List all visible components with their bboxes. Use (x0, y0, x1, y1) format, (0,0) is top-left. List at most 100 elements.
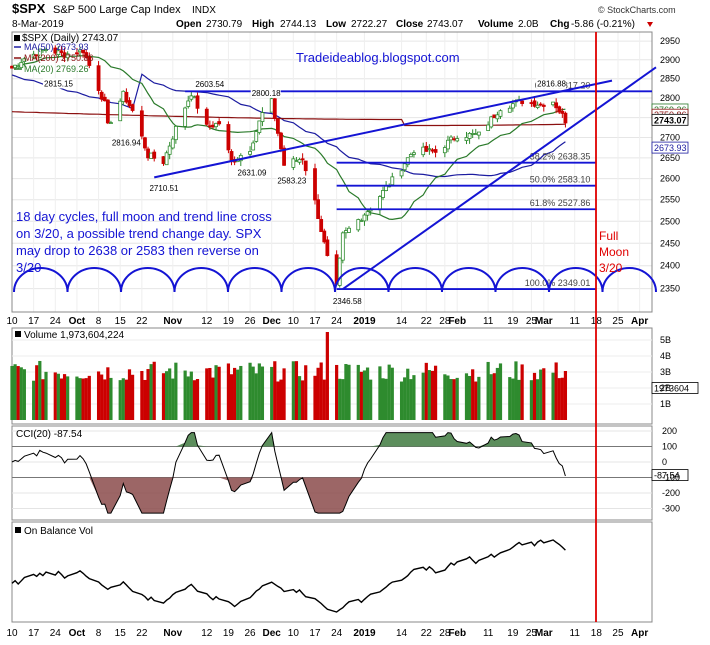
volume-bar (356, 364, 360, 420)
volume-bar (192, 380, 197, 420)
candle-body (554, 102, 559, 109)
open-value: 2730.79 (206, 19, 243, 30)
volume-bar (347, 364, 351, 420)
volume-bar (96, 371, 101, 420)
candle-body (152, 151, 157, 159)
price-label-bg (110, 137, 141, 148)
date-tick: Feb (448, 316, 466, 327)
price-tick: 2800 (660, 93, 680, 103)
volume-bar (56, 373, 60, 420)
volume-bar (322, 379, 326, 420)
volume-bar (149, 364, 153, 420)
obv-panel (11, 521, 653, 623)
volume-bars: 1973604 (10, 332, 699, 420)
candle-body (207, 125, 212, 128)
price-grid (11, 32, 652, 312)
volume-bar (369, 379, 373, 420)
candle-body (22, 58, 27, 62)
cycle-arc (494, 267, 550, 293)
axis-tag-text: 2743.07 (654, 115, 687, 125)
full-moon-note: Full Moon 3/20 (599, 229, 629, 275)
volume-bar (542, 368, 546, 420)
price-tick: 2450 (660, 238, 680, 248)
date-tick: 25 (612, 316, 624, 327)
volume-bar (474, 381, 478, 420)
legend-swatch-main (14, 35, 20, 41)
date-tick: Feb (448, 628, 466, 639)
price-label-bg (236, 167, 267, 178)
date-tick: 15 (115, 628, 127, 639)
cci-oversold-area (12, 477, 566, 514)
volume-bar (384, 378, 388, 420)
candle-body (118, 100, 123, 122)
chg-value: -5.86 (-0.21%) (571, 19, 635, 30)
candle-body (294, 160, 299, 162)
legend-main: $SPX (Daily) 2743.07 (22, 33, 119, 44)
date-tick: 17 (309, 628, 321, 639)
volume-bar (325, 332, 329, 420)
candle-body (492, 114, 497, 119)
volume-bar (424, 362, 428, 420)
volume-bar (297, 376, 302, 420)
date-tick: 22 (421, 316, 433, 327)
volume-bar (38, 360, 42, 420)
date-tick: 14 (396, 316, 408, 327)
candle-body (251, 142, 256, 151)
volume-bar (226, 363, 231, 420)
price-tick: 2900 (660, 55, 680, 65)
candle-body (467, 132, 472, 139)
volume-bar (455, 377, 459, 420)
date-tick: 11 (483, 628, 494, 639)
volume-bar (140, 370, 144, 420)
price-label-bg (194, 79, 225, 90)
candle-body (455, 138, 460, 142)
volume-bar (301, 380, 305, 420)
candle-body (121, 90, 126, 102)
date-tick: 2019 (353, 628, 376, 639)
candle-body (81, 49, 86, 54)
index-name: S&P 500 Large Cap Index (53, 4, 181, 16)
volume-bar (495, 367, 500, 420)
legend-ma200: MA(200) 2750.86 (24, 53, 94, 63)
candle-body (167, 145, 172, 155)
volume-bar (319, 362, 323, 420)
date-tick: 11 (570, 316, 581, 327)
candle-body (248, 151, 252, 155)
volume-bar (403, 377, 407, 420)
candle-body (529, 102, 534, 104)
volume-bar (13, 364, 17, 420)
candle-body (563, 112, 568, 124)
volume-bar (471, 369, 475, 420)
volume-value: 2.0B (518, 19, 539, 30)
candle-body (217, 121, 222, 125)
candle-body (378, 196, 382, 211)
date-tick: Nov (163, 316, 182, 327)
candle-body (211, 124, 215, 128)
volume-bar (551, 372, 555, 420)
date-tick: 11 (570, 628, 581, 639)
cci-tick: -300 (662, 504, 680, 514)
date-tick: 22 (421, 628, 433, 639)
candle-body (384, 185, 389, 191)
volume-bar (189, 371, 193, 420)
cci-tag-text: -87.54 (654, 471, 680, 481)
volume-bar (563, 370, 568, 420)
date-tick: 19 (223, 316, 235, 327)
blog-url: Tradeideablog.blogspot.com (296, 50, 460, 65)
candle-body (337, 257, 342, 286)
volume-bar (359, 371, 363, 420)
volume-bar (282, 368, 286, 420)
candle-body (59, 50, 64, 53)
candle-body (279, 132, 283, 150)
volume-tick: 5B (660, 335, 671, 345)
candle-body (313, 168, 317, 201)
price-label-bg (250, 87, 281, 98)
low-value: 2722.27 (351, 19, 388, 30)
date-tick: 10 (6, 628, 18, 639)
candle-body (300, 158, 305, 161)
volume-bar (168, 368, 172, 420)
volume-bar (41, 379, 45, 420)
candle-body (442, 147, 447, 154)
date-tick: 8 (96, 316, 102, 327)
